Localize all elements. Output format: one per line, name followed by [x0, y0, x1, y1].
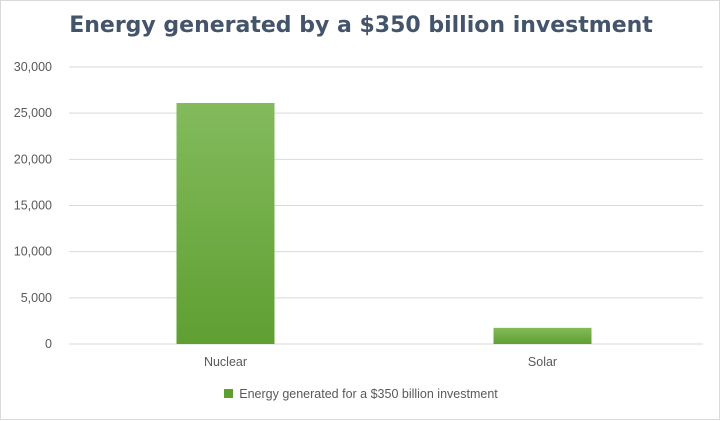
bar-solar [493, 327, 592, 344]
y-tick-label: 25,000 [14, 106, 52, 120]
chart-legend: Energy generated for a $350 billion inve… [1, 387, 720, 401]
x-tick-label: Nuclear [204, 355, 247, 369]
y-tick-label: 20,000 [14, 152, 52, 166]
legend-label: Energy generated for a $350 billion inve… [239, 387, 498, 401]
chart-title: Energy generated by a $350 billion inves… [69, 13, 653, 38]
legend-swatch [224, 389, 234, 398]
y-tick-label: 0 [45, 337, 52, 351]
y-tick-label: 5,000 [21, 291, 52, 305]
y-tick-label: 10,000 [14, 245, 52, 259]
x-tick-label: Solar [528, 355, 557, 369]
y-tick-label: 15,000 [14, 199, 52, 213]
bar-nuclear [176, 103, 275, 344]
y-tick-label: 30,000 [14, 60, 52, 74]
